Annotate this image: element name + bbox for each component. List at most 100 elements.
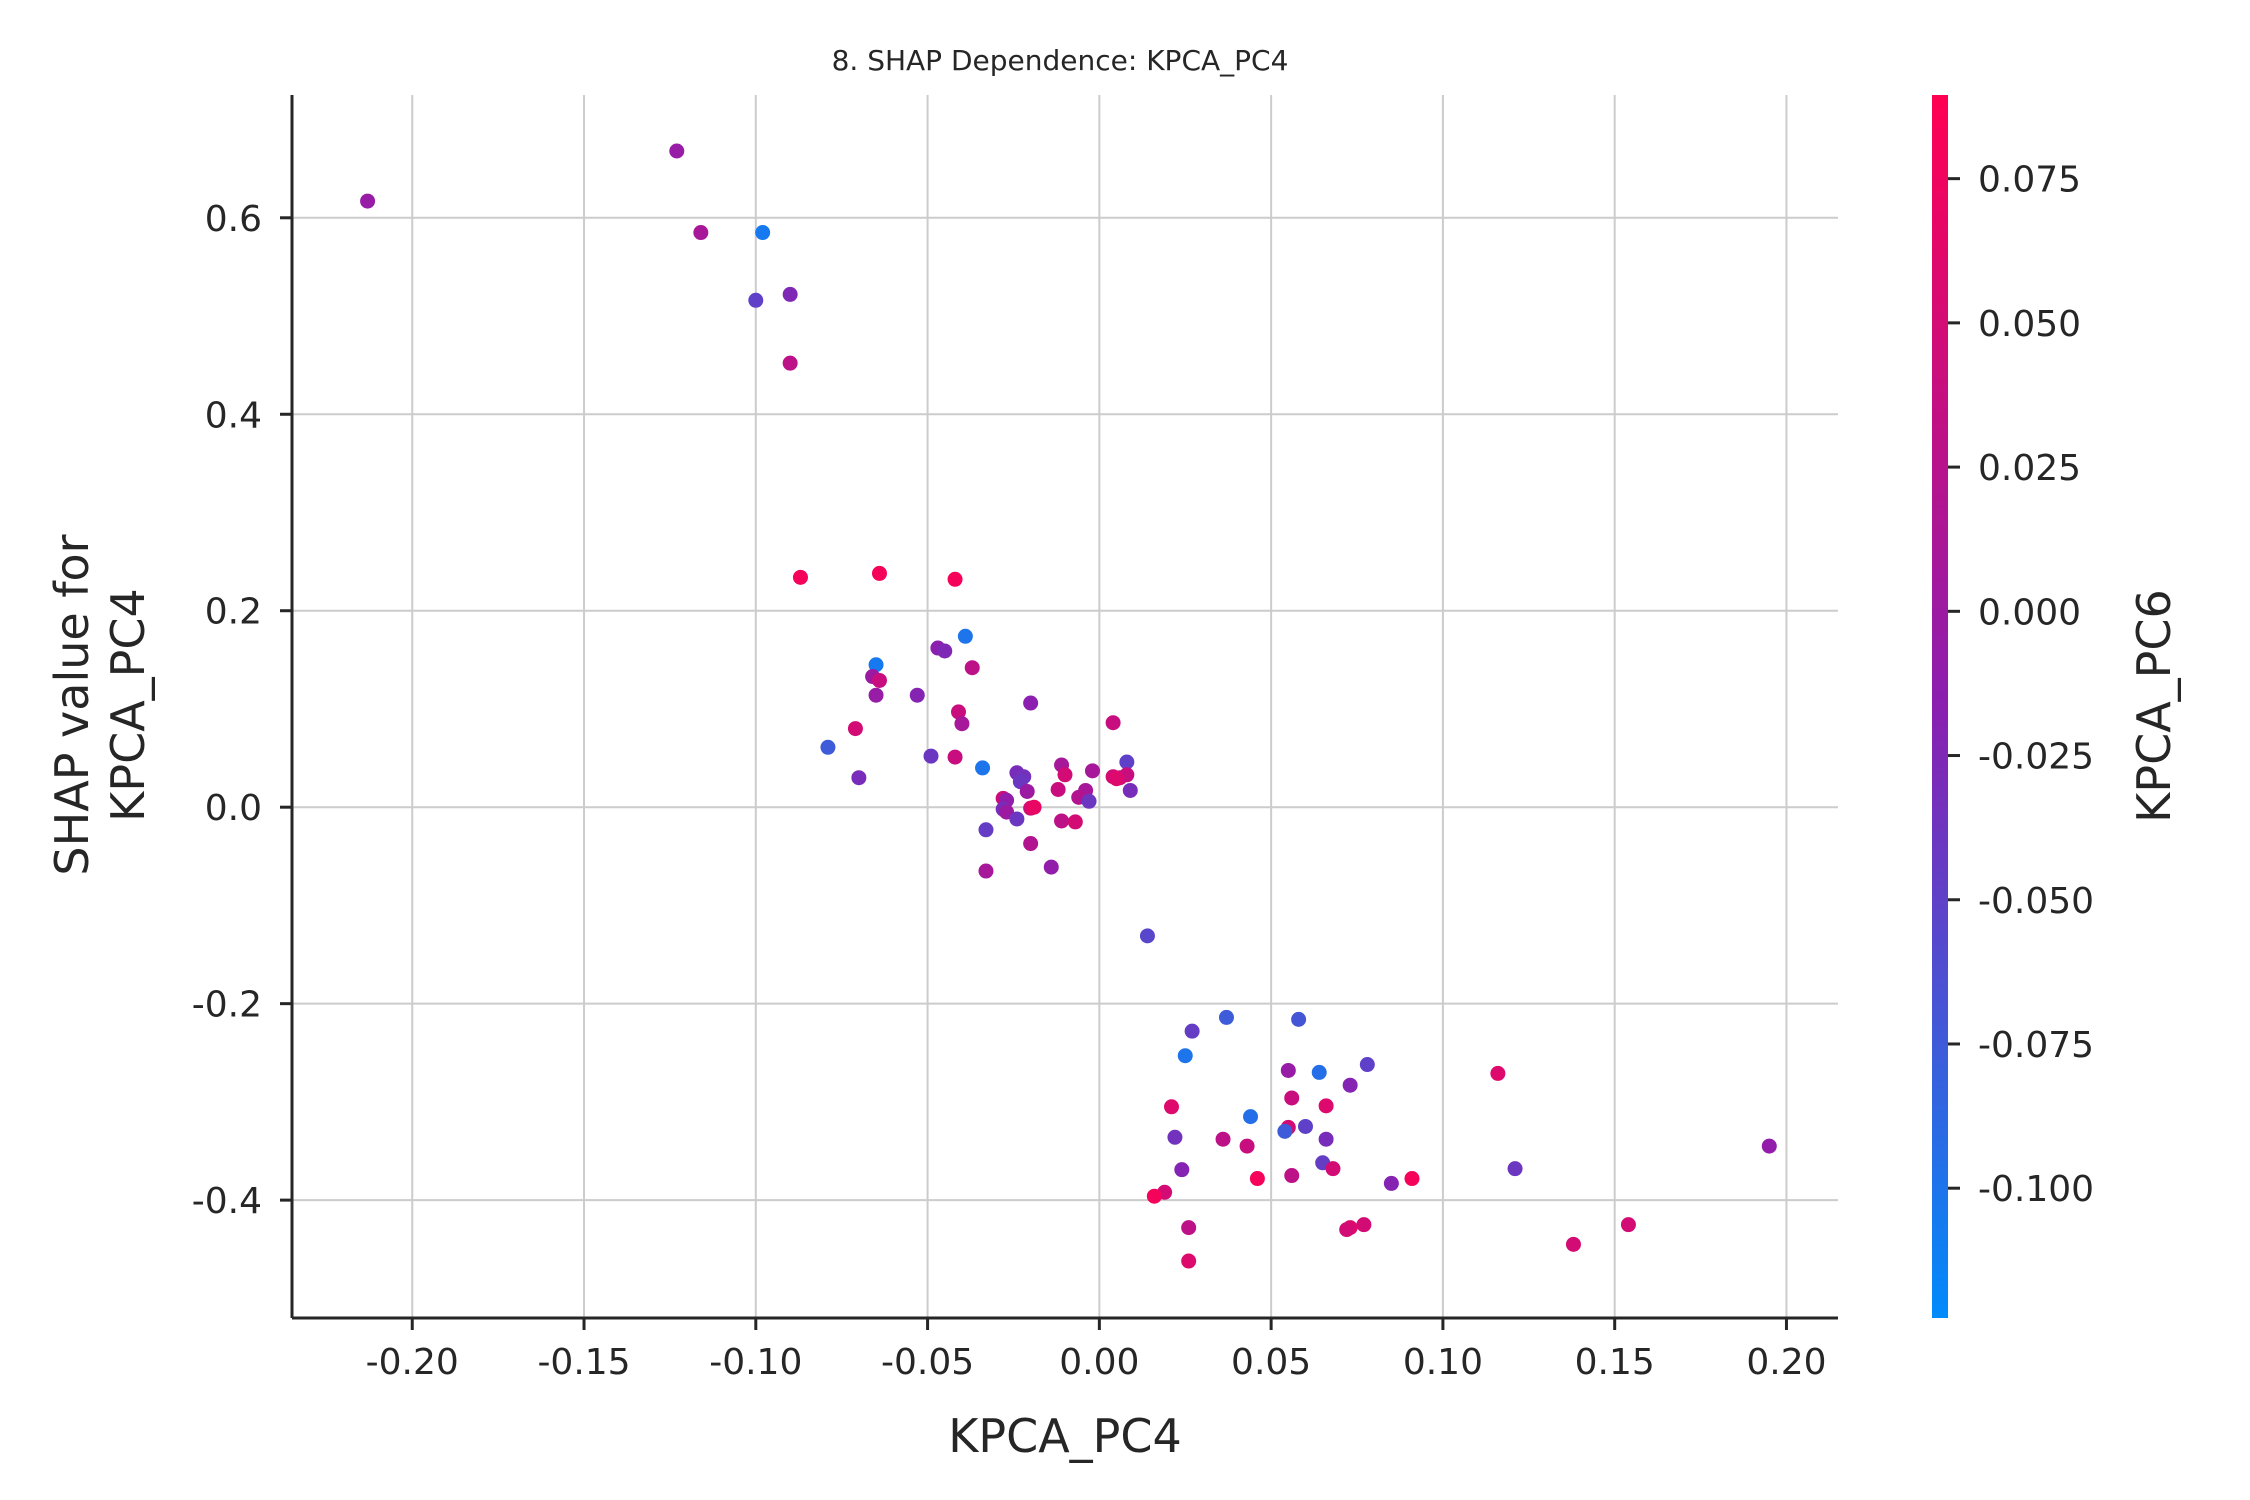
axes — [290, 95, 1838, 1320]
colorbar-ticks: -0.100 -0.075 -0.050 -0.025 0.000 0.025 0.050 0… — [1948, 160, 2094, 1210]
data-point — [1243, 1109, 1259, 1125]
data-point — [755, 225, 771, 241]
data-point — [851, 770, 867, 786]
data-point — [1342, 1077, 1358, 1093]
x-tick-label: -0.05 — [881, 1342, 974, 1383]
data-point — [923, 748, 939, 764]
data-point — [1280, 1062, 1296, 1078]
y-tick-label: 0.4 — [205, 395, 262, 436]
data-point — [868, 687, 884, 703]
y-tick-label: -0.2 — [192, 985, 262, 1026]
colorbar-tick-label: -0.025 — [1978, 737, 2094, 778]
x-tick-label: 0.15 — [1575, 1342, 1655, 1383]
colorbar-label: KPCA_PC6 — [2127, 589, 2181, 823]
data-point — [1009, 811, 1025, 827]
y-tick-label: 0.2 — [205, 592, 262, 633]
x-ticks: -0.20 -0.15 -0.10 -0.05 0.00 0.05 0.10 0.15 0.20 — [366, 1318, 1827, 1383]
data-point — [1081, 793, 1097, 809]
data-point — [1019, 783, 1035, 799]
x-tick-label: -0.20 — [366, 1342, 459, 1383]
data-point — [1311, 1064, 1327, 1080]
data-point — [1215, 1131, 1231, 1147]
colorbar-tick-label: 0.050 — [1978, 304, 2081, 345]
data-point — [978, 822, 994, 838]
data-point — [1050, 782, 1066, 798]
data-point — [1318, 1131, 1334, 1147]
x-tick-label: -0.10 — [709, 1342, 802, 1383]
colorbar-tick-label: -0.100 — [1978, 1169, 2094, 1210]
scatter-points — [360, 143, 1777, 1269]
y-ticks: -0.4 -0.2 0.0 0.2 0.4 0.6 — [192, 199, 292, 1222]
data-point — [909, 687, 925, 703]
data-point — [1054, 813, 1070, 829]
colorbar-tick-label: -0.075 — [1978, 1025, 2094, 1066]
data-point — [1359, 1057, 1375, 1073]
data-point — [1620, 1217, 1636, 1233]
data-point — [975, 760, 991, 776]
colorbar-gradient — [1932, 95, 1948, 1318]
data-point — [964, 660, 980, 676]
data-point — [1122, 782, 1138, 798]
colorbar-tick-label: 0.075 — [1978, 160, 2081, 201]
colorbar-tick-label: -0.050 — [1978, 881, 2094, 922]
y-axis-title: SHAP value for KPCA_PC4 — [45, 534, 155, 875]
data-point — [954, 716, 970, 732]
data-point — [1565, 1236, 1581, 1252]
data-point — [1139, 928, 1155, 944]
data-point — [847, 721, 863, 737]
data-point — [868, 657, 884, 673]
y-tick-label: 0.6 — [205, 199, 262, 240]
data-point — [1218, 1009, 1234, 1025]
x-axis-title: KPCA_PC4 — [948, 1409, 1182, 1463]
x-tick-label: 0.00 — [1059, 1342, 1139, 1383]
x-tick-label: 0.20 — [1746, 1342, 1826, 1383]
data-point — [1181, 1220, 1197, 1236]
chart-title: 8. SHAP Dependence: KPCA_PC4 — [832, 44, 1289, 77]
data-point — [820, 739, 836, 755]
data-point — [1023, 836, 1039, 852]
data-point — [1249, 1171, 1265, 1187]
data-point — [1277, 1123, 1293, 1139]
y-axis-title-line-2: KPCA_PC4 — [101, 588, 155, 822]
colorbar: -0.100 -0.075 -0.050 -0.025 0.000 0.025 0.050 0… — [1932, 95, 2181, 1318]
data-point — [1356, 1217, 1372, 1233]
data-point — [1043, 859, 1059, 875]
data-point — [1167, 1129, 1183, 1145]
data-point — [1026, 799, 1042, 815]
colorbar-tick-label: 0.025 — [1978, 448, 2081, 489]
data-point — [1105, 715, 1121, 731]
data-point — [937, 643, 953, 659]
data-point — [1284, 1090, 1300, 1106]
data-point — [1284, 1168, 1300, 1184]
data-point — [1761, 1138, 1777, 1154]
x-tick-label: 0.10 — [1403, 1342, 1483, 1383]
data-point — [1184, 1023, 1200, 1039]
data-point — [1297, 1118, 1313, 1134]
data-point — [1146, 1188, 1162, 1204]
y-tick-label: -0.4 — [192, 1181, 262, 1222]
data-point — [1177, 1048, 1193, 1064]
data-point — [792, 569, 808, 585]
data-point — [748, 292, 764, 308]
data-point — [1490, 1065, 1506, 1081]
data-point — [1181, 1253, 1197, 1269]
data-point — [947, 571, 963, 587]
data-point — [669, 143, 685, 159]
colorbar-tick-label: 0.000 — [1978, 592, 2081, 633]
x-tick-label: -0.15 — [537, 1342, 630, 1383]
data-point — [782, 286, 798, 302]
data-point — [1084, 763, 1100, 779]
data-point — [1109, 771, 1125, 787]
data-point — [782, 355, 798, 371]
data-point — [360, 193, 376, 209]
data-point — [1325, 1161, 1341, 1177]
data-point — [1023, 695, 1039, 711]
x-tick-label: 0.05 — [1231, 1342, 1311, 1383]
y-tick-label: 0.0 — [205, 788, 262, 829]
data-point — [1119, 754, 1135, 770]
data-point — [978, 863, 994, 879]
data-point — [1383, 1175, 1399, 1191]
data-point — [1507, 1161, 1523, 1177]
y-axis-title-line-1: SHAP value for — [45, 534, 99, 875]
data-point — [1057, 767, 1073, 783]
